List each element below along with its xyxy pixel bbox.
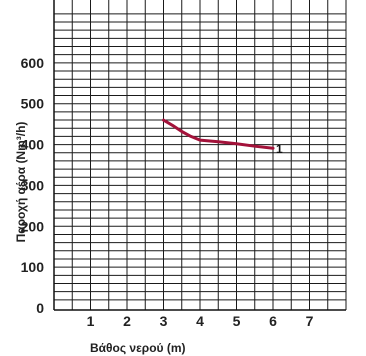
y-tick-label: 100 bbox=[21, 259, 45, 275]
x-tick-label: 7 bbox=[306, 313, 314, 329]
y-axis-title: Παροχή αέρα (Nm³/h) bbox=[14, 122, 28, 243]
y-tick-label: 200 bbox=[21, 218, 45, 234]
x-tick-label: 6 bbox=[269, 313, 277, 329]
data-point bbox=[180, 130, 183, 133]
data-point bbox=[171, 124, 174, 127]
x-tick-label: 2 bbox=[123, 313, 131, 329]
x-tick-label: 5 bbox=[233, 313, 241, 329]
data-point bbox=[272, 147, 274, 150]
data-point bbox=[253, 145, 256, 148]
data-point bbox=[190, 135, 192, 138]
data-point bbox=[217, 140, 220, 143]
data-point bbox=[162, 119, 165, 121]
y-tick-label: 400 bbox=[21, 137, 45, 153]
x-tick-label: 4 bbox=[196, 313, 204, 329]
y-tick-label: 600 bbox=[21, 55, 45, 71]
x-axis-title: Βάθος νερού (m) bbox=[90, 341, 186, 355]
y-tick-label: 0 bbox=[36, 300, 44, 316]
x-tick-label: 1 bbox=[87, 313, 95, 329]
y-tick-label: 500 bbox=[21, 96, 45, 112]
series-label: 1 bbox=[276, 142, 283, 156]
data-point bbox=[199, 139, 201, 141]
data-point bbox=[235, 142, 238, 145]
x-tick-label: 3 bbox=[160, 313, 168, 329]
y-tick-label: 300 bbox=[21, 177, 45, 193]
